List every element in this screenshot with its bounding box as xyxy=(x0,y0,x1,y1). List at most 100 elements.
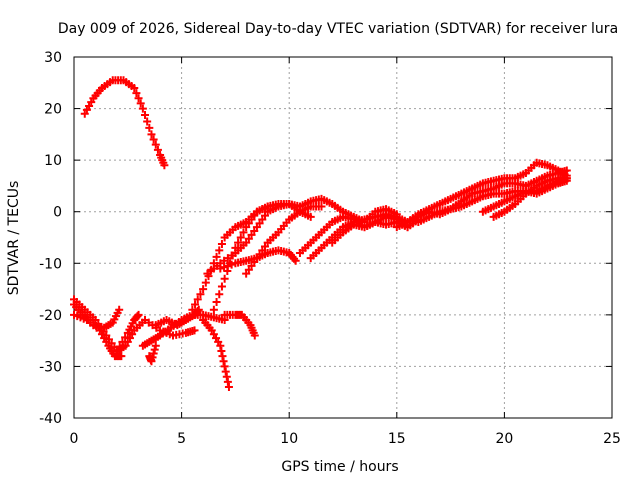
data-point xyxy=(149,135,158,144)
data-point xyxy=(317,202,326,211)
data-point xyxy=(138,104,147,113)
data-point xyxy=(134,310,143,319)
x-tick-label: 5 xyxy=(177,431,186,447)
x-tick-label: 0 xyxy=(70,431,79,447)
data-point xyxy=(220,362,229,371)
data-point xyxy=(217,346,226,355)
data-point xyxy=(250,331,259,340)
series-track-24 xyxy=(489,174,571,221)
data-point xyxy=(219,357,228,366)
data-point xyxy=(239,228,248,237)
series-track-15 xyxy=(242,202,326,278)
series-track-1 xyxy=(80,76,169,170)
y-tick-label: 20 xyxy=(44,102,62,118)
data-point xyxy=(141,111,150,120)
series-track-12 xyxy=(220,310,259,340)
data-point xyxy=(562,166,571,175)
data-point xyxy=(306,212,315,221)
data-point xyxy=(562,174,571,183)
data-point xyxy=(212,297,221,306)
data-point xyxy=(130,83,139,92)
y-axis-label: SDTVAR / TECUs xyxy=(6,181,22,296)
series-track-19 xyxy=(328,215,423,247)
data-point xyxy=(115,342,124,351)
data-point xyxy=(160,161,169,170)
data-point xyxy=(145,123,154,132)
data-point xyxy=(153,145,162,154)
data-point xyxy=(216,264,225,273)
data-point xyxy=(223,261,232,270)
y-tick-label: -20 xyxy=(39,308,62,324)
data-point xyxy=(143,117,152,126)
y-tick-label: -30 xyxy=(39,359,62,375)
data-point xyxy=(216,341,225,350)
series-track-8 xyxy=(151,305,203,330)
y-tick-label: 0 xyxy=(53,205,62,221)
data-point xyxy=(227,260,236,269)
data-point xyxy=(132,89,141,98)
data-point xyxy=(291,256,300,265)
data-point xyxy=(115,305,124,314)
data-point xyxy=(209,305,218,314)
data-point xyxy=(392,210,401,219)
data-point xyxy=(201,278,210,287)
data-point xyxy=(215,246,224,255)
x-tick-label: 10 xyxy=(280,431,298,447)
data-point xyxy=(149,349,158,358)
data-point xyxy=(136,99,145,108)
data-point xyxy=(220,274,229,283)
data-point xyxy=(190,326,199,335)
data-point xyxy=(199,285,208,294)
data-point xyxy=(217,282,226,291)
y-tick-label: -10 xyxy=(39,256,62,272)
data-point xyxy=(236,233,245,242)
plot-frame xyxy=(73,56,613,419)
chart-title: Day 009 of 2026, Sidereal Day-to-day VTE… xyxy=(58,21,618,37)
data-point xyxy=(215,290,224,299)
data-point xyxy=(134,94,143,103)
data-point xyxy=(193,295,202,304)
data-point xyxy=(221,367,230,376)
data-point xyxy=(212,252,221,261)
data-point xyxy=(193,306,202,315)
data-point xyxy=(223,377,232,386)
data-point xyxy=(147,130,156,139)
data-point xyxy=(218,352,227,361)
y-tick-label: 10 xyxy=(44,153,62,169)
data-point xyxy=(150,345,159,354)
series-track-2 xyxy=(70,295,199,355)
data-point xyxy=(220,263,229,272)
series-track-4 xyxy=(70,310,126,361)
data-point xyxy=(224,383,233,392)
axis-ticks: 0 5 10 15 20 25 -40 -30 -20 -10 0 10 20 30 xyxy=(39,50,621,447)
data-point xyxy=(145,352,154,361)
series-track-18 xyxy=(295,194,401,227)
data-point xyxy=(113,346,122,355)
data-point xyxy=(133,312,142,321)
data-point xyxy=(121,333,130,342)
data-point xyxy=(188,305,197,314)
data-point xyxy=(222,372,231,381)
data-point xyxy=(151,140,160,149)
x-tick-label: 15 xyxy=(388,431,406,447)
data-point xyxy=(234,238,243,247)
grid xyxy=(74,57,612,418)
data-point xyxy=(217,239,226,248)
data-point xyxy=(196,290,205,299)
x-tick-label: 20 xyxy=(495,431,513,447)
x-axis-label: GPS time / hours xyxy=(281,459,398,475)
y-tick-label: 30 xyxy=(44,50,62,66)
data-series xyxy=(70,76,571,392)
series-track-13 xyxy=(203,199,315,278)
data-point xyxy=(117,352,126,361)
data-point xyxy=(151,341,160,350)
x-tick-label: 25 xyxy=(603,431,621,447)
series-track-5 xyxy=(113,310,143,355)
series-track-7 xyxy=(145,341,160,366)
data-point xyxy=(191,300,200,309)
y-tick-label: -40 xyxy=(39,411,62,427)
series-track-9 xyxy=(199,316,233,392)
series-track-14 xyxy=(216,246,300,273)
data-point xyxy=(118,337,127,346)
